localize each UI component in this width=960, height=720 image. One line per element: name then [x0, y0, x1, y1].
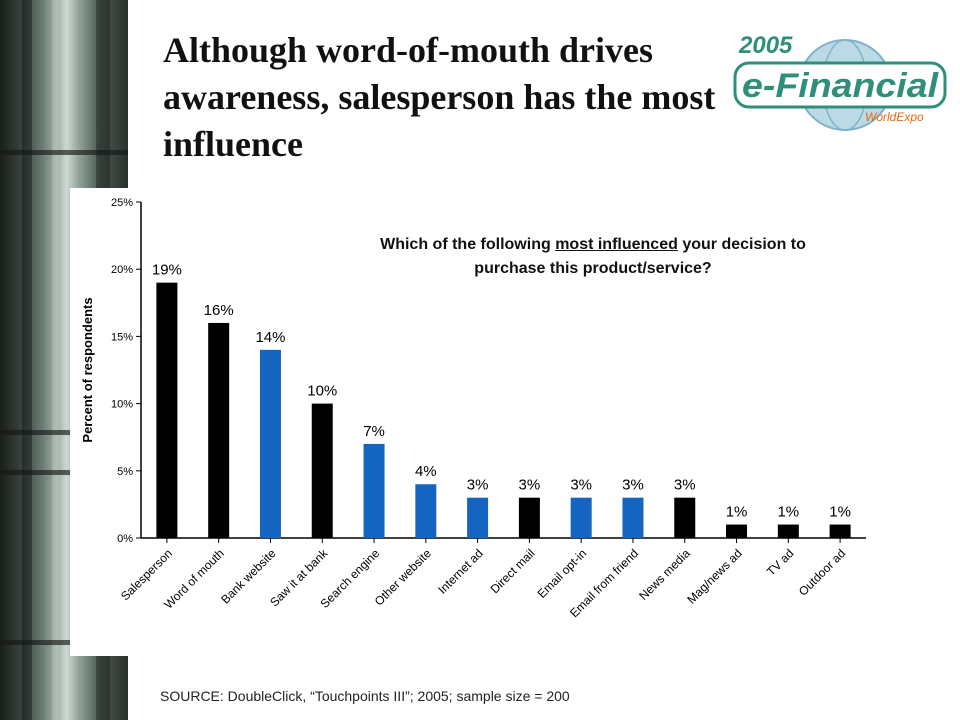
- y-tick-label: 0%: [117, 533, 133, 545]
- bar-value-label: 3%: [519, 477, 541, 494]
- bar-value-label: 19%: [152, 262, 182, 279]
- source-note: SOURCE: DoubleClick, “Touchpoints III”; …: [160, 688, 570, 704]
- bar: [467, 497, 489, 538]
- bar: [208, 322, 230, 538]
- x-category-label: Mag/news ad: [684, 546, 744, 606]
- bar-value-label: 1%: [829, 504, 851, 521]
- x-category-label: Salesperson: [118, 546, 175, 603]
- bar: [156, 282, 178, 538]
- chart-panel: 0% 5% 10% 15% 20% 25% Percent of respondents 19…: [70, 188, 870, 656]
- x-category-label: TV ad: [764, 546, 797, 579]
- bar-value-label: 3%: [467, 477, 489, 494]
- bar: [829, 524, 851, 538]
- logo-year: 2005: [738, 32, 793, 59]
- x-category-label: News media: [636, 546, 693, 603]
- bar-value-label: 4%: [415, 463, 437, 480]
- survey-question: Which of the following most influenced y…: [350, 233, 836, 281]
- bar: [259, 349, 281, 538]
- bar-value-label: 14%: [255, 329, 285, 346]
- bar: [674, 497, 696, 538]
- question-emphasis: most influenced: [555, 236, 678, 253]
- bar-value-label: 16%: [204, 302, 234, 319]
- bar-value-label: 3%: [622, 477, 644, 494]
- y-tick-label: 25%: [111, 197, 133, 209]
- x-category-label: Internet ad: [435, 546, 485, 596]
- logo-subtitle: WorldExpo: [865, 110, 924, 124]
- bar: [622, 497, 644, 538]
- e-financial-logo: 2005 e-Financial WorldExpo: [733, 32, 947, 131]
- bar-chart: 0% 5% 10% 15% 20% 25% Percent of respondents 19…: [80, 197, 866, 620]
- bar-value-label: 1%: [726, 504, 748, 521]
- bar-value-label: 10%: [307, 383, 337, 400]
- y-tick-label: 5%: [117, 466, 133, 478]
- y-tick-label: 20%: [111, 264, 133, 276]
- y-axis-label: Percent of respondents: [80, 297, 95, 442]
- bar: [363, 443, 385, 538]
- question-text-end: your decision to purchase this product/s…: [474, 236, 806, 277]
- bar: [570, 497, 592, 538]
- bar: [726, 524, 748, 538]
- question-text-start: Which of the following: [380, 236, 556, 253]
- y-tick-label: 10%: [111, 399, 133, 411]
- bar: [311, 403, 333, 538]
- bar-value-label: 1%: [777, 504, 799, 521]
- bar-value-label: 3%: [570, 477, 592, 494]
- x-category-label: Direct mail: [488, 546, 538, 596]
- slide-title: Although word-of-mouth drives awareness,…: [163, 30, 716, 164]
- bar-value-label: 7%: [363, 423, 385, 440]
- bar: [777, 524, 799, 538]
- y-tick-label: 15%: [111, 331, 133, 343]
- bar: [518, 497, 540, 538]
- bar: [415, 484, 437, 538]
- x-category-label: Email opt-in: [535, 546, 590, 601]
- x-category-label: Outdoor ad: [796, 546, 848, 598]
- bar-value-label: 3%: [674, 477, 696, 494]
- logo-wordmark: e-Financial: [742, 67, 940, 105]
